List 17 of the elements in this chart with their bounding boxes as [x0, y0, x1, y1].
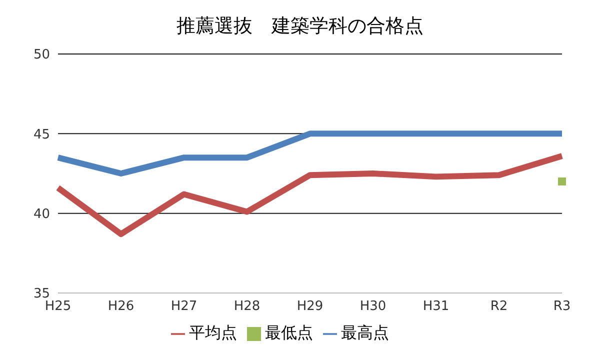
x-tick-label: H29	[296, 299, 324, 314]
legend-label: 最低点	[265, 323, 313, 342]
legend-label: 最高点	[341, 323, 389, 342]
x-tick-label: R2	[490, 299, 508, 314]
x-tick-label: H27	[170, 299, 198, 314]
y-tick-label: 45	[33, 127, 50, 142]
y-tick-label: 35	[33, 286, 50, 302]
legend-label: 平均点	[189, 323, 237, 342]
chart-title: 推薦選抜 建築学科の合格点	[176, 14, 424, 39]
y-tick-label: 50	[33, 48, 50, 63]
x-tick-label: H26	[108, 299, 134, 314]
x-tick-label: H30	[360, 299, 386, 314]
x-tick-label: H28	[234, 299, 260, 314]
y-tick-label: 40	[33, 206, 50, 222]
x-tick-label: R3	[553, 299, 571, 314]
x-tick-label: H25	[44, 299, 72, 314]
x-tick-label: H31	[422, 299, 450, 314]
